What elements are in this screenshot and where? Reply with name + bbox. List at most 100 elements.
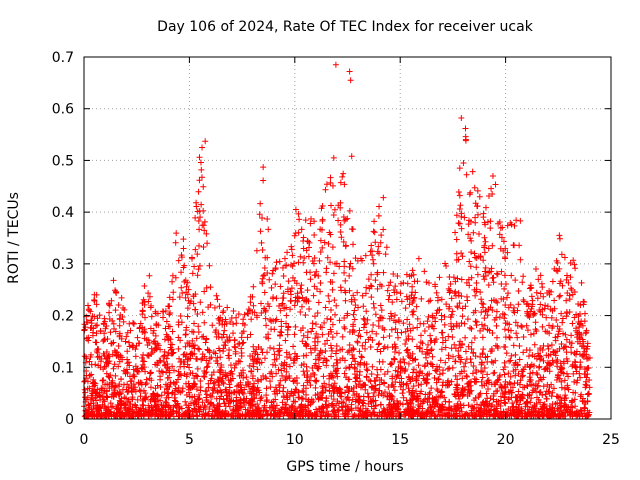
data-point bbox=[236, 390, 243, 397]
data-point bbox=[334, 373, 341, 380]
data-point bbox=[194, 355, 201, 362]
data-point bbox=[529, 369, 536, 376]
data-point bbox=[376, 340, 383, 347]
data-point bbox=[300, 382, 307, 389]
data-point bbox=[514, 334, 521, 341]
data-point bbox=[349, 351, 356, 358]
data-point bbox=[184, 291, 191, 298]
data-point bbox=[439, 370, 446, 377]
data-point bbox=[449, 334, 456, 341]
data-point bbox=[443, 262, 450, 269]
x-axis-label: GPS time / hours bbox=[286, 459, 403, 475]
data-point bbox=[184, 313, 191, 320]
data-point bbox=[191, 406, 198, 413]
data-point bbox=[112, 288, 119, 295]
data-point bbox=[433, 289, 440, 296]
data-point bbox=[431, 396, 438, 403]
data-point bbox=[507, 219, 514, 226]
data-point bbox=[291, 388, 298, 395]
data-point bbox=[395, 400, 402, 407]
data-point bbox=[153, 346, 160, 353]
data-point bbox=[479, 304, 486, 311]
data-point bbox=[157, 373, 164, 380]
data-point bbox=[272, 281, 279, 288]
data-point bbox=[425, 341, 432, 348]
data-point bbox=[235, 311, 242, 318]
data-point bbox=[505, 290, 512, 297]
data-point bbox=[555, 328, 562, 335]
data-point bbox=[346, 264, 353, 271]
data-point bbox=[157, 346, 164, 353]
data-point bbox=[409, 308, 416, 315]
data-point bbox=[352, 365, 359, 372]
data-point bbox=[180, 245, 187, 252]
x-tick-label: 20 bbox=[497, 432, 515, 448]
data-point bbox=[460, 160, 467, 167]
data-point bbox=[153, 322, 160, 329]
data-point bbox=[333, 302, 340, 309]
data-point bbox=[110, 277, 117, 284]
data-point bbox=[537, 272, 544, 279]
data-point bbox=[225, 390, 232, 397]
data-point bbox=[284, 331, 291, 338]
data-point bbox=[81, 353, 88, 360]
data-point bbox=[508, 221, 515, 228]
data-point bbox=[362, 320, 369, 327]
data-point bbox=[356, 372, 363, 379]
data-point bbox=[510, 242, 517, 249]
y-tick-label: 0.3 bbox=[52, 257, 74, 273]
data-point bbox=[523, 399, 530, 406]
data-point bbox=[451, 341, 458, 348]
data-point bbox=[531, 412, 538, 419]
data-point bbox=[358, 353, 365, 360]
data-point bbox=[324, 254, 331, 261]
data-point bbox=[239, 320, 246, 327]
data-point bbox=[325, 240, 332, 247]
data-point bbox=[205, 384, 212, 391]
data-point bbox=[473, 318, 480, 325]
data-point bbox=[139, 397, 146, 404]
data-point bbox=[321, 239, 328, 246]
data-point bbox=[565, 279, 572, 286]
data-point bbox=[533, 388, 540, 395]
data-point bbox=[112, 372, 119, 379]
data-point bbox=[537, 301, 544, 308]
data-point bbox=[438, 346, 445, 353]
data-point bbox=[419, 405, 426, 412]
data-point bbox=[343, 396, 350, 403]
data-point bbox=[163, 355, 170, 362]
data-point bbox=[322, 340, 329, 347]
data-point bbox=[141, 283, 148, 290]
data-point bbox=[347, 77, 354, 84]
data-point bbox=[348, 361, 355, 368]
data-point bbox=[199, 334, 206, 341]
y-axis-label: ROTI / TECUs bbox=[6, 192, 22, 284]
data-point bbox=[335, 217, 342, 224]
data-point bbox=[262, 308, 269, 315]
data-point bbox=[222, 403, 229, 410]
data-point bbox=[516, 356, 523, 363]
data-point bbox=[218, 364, 225, 371]
data-point bbox=[439, 389, 446, 396]
data-point bbox=[482, 238, 489, 245]
data-point bbox=[198, 174, 205, 181]
data-point bbox=[520, 296, 527, 303]
data-point bbox=[321, 380, 328, 387]
data-point bbox=[150, 390, 157, 397]
data-point bbox=[327, 179, 334, 186]
data-point bbox=[485, 385, 492, 392]
data-point bbox=[311, 313, 318, 320]
data-point bbox=[291, 350, 298, 357]
data-point bbox=[298, 303, 305, 310]
data-point bbox=[394, 329, 401, 336]
data-point bbox=[246, 362, 253, 369]
data-point bbox=[429, 353, 436, 360]
data-point bbox=[174, 376, 181, 383]
data-point bbox=[370, 409, 377, 416]
data-point bbox=[435, 375, 442, 382]
data-point bbox=[367, 378, 374, 385]
data-point bbox=[400, 279, 407, 286]
x-tick-label: 10 bbox=[286, 432, 304, 448]
data-point bbox=[456, 405, 463, 412]
data-point bbox=[167, 310, 174, 317]
